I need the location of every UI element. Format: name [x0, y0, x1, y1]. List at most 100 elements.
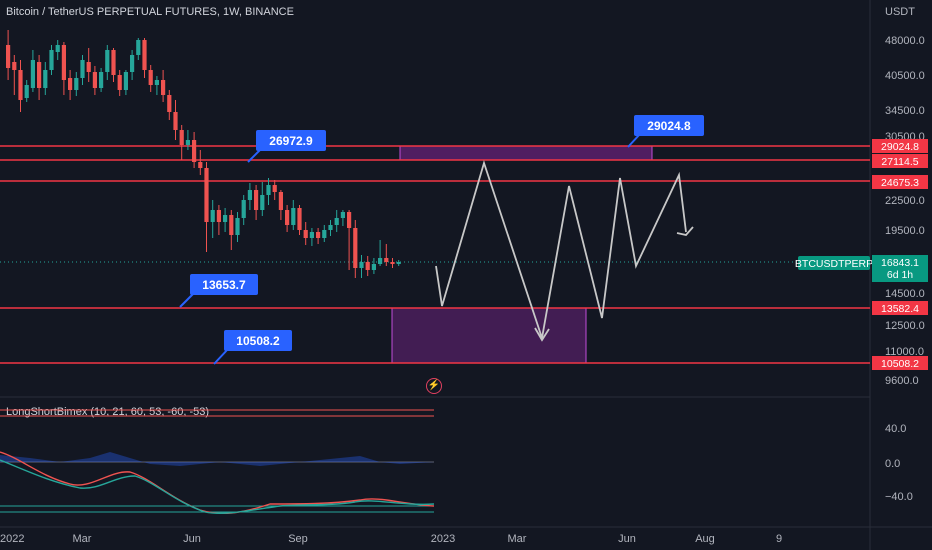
candle-body — [154, 80, 159, 85]
svg-text:16843.1: 16843.1 — [881, 257, 919, 269]
candle-body — [347, 212, 352, 228]
candle-body — [285, 210, 290, 225]
candle-body — [204, 168, 209, 222]
candle-body — [192, 140, 197, 162]
callout-13653[interactable]: 13653.7 — [179, 274, 258, 308]
candle-body — [223, 215, 228, 222]
price-tick: 19500.0 — [885, 225, 925, 237]
candle-body — [68, 78, 73, 90]
current-price-tag: 16843.1 6d 1h — [872, 255, 928, 282]
candle-body — [49, 50, 54, 70]
candle-body — [378, 258, 383, 264]
time-label: 2022 — [0, 533, 24, 545]
projection-path — [435, 159, 687, 339]
svg-text:29024.8: 29024.8 — [881, 141, 919, 153]
callout-label: 29024.8 — [647, 119, 691, 133]
supply-zone — [399, 145, 653, 161]
candle-body — [86, 62, 91, 72]
candle-body — [37, 62, 42, 88]
current-symbol-tag: BTCUSDTPERP — [795, 256, 873, 270]
price-tick: 22500.0 — [885, 195, 925, 207]
callout-label: 10508.2 — [236, 334, 280, 348]
level-tag: 24675.3 — [872, 175, 928, 189]
candle-body — [254, 190, 259, 210]
svg-text:BTCUSDTPERP: BTCUSDTPERP — [795, 258, 873, 270]
candle-body — [272, 185, 277, 192]
candle-body — [24, 85, 29, 98]
level-tag: 27114.5 — [872, 154, 928, 168]
candle-body — [359, 262, 364, 268]
chart-title: Bitcoin / TetherUS PERPETUAL FUTURES, 1W… — [6, 6, 294, 18]
time-label: Aug — [695, 533, 715, 545]
candle-body — [216, 210, 221, 222]
level-tag: 10508.2 — [872, 356, 928, 370]
candle-body — [229, 215, 234, 235]
candle-body — [396, 262, 401, 264]
arrow-head — [534, 327, 550, 342]
candle-body — [185, 140, 190, 145]
svg-text:24675.3: 24675.3 — [881, 177, 919, 189]
svg-text:10508.2: 10508.2 — [881, 358, 919, 370]
price-tick: 14500.0 — [885, 288, 925, 300]
candle-body — [365, 262, 370, 270]
callout-label: 26972.9 — [269, 134, 313, 148]
price-axis[interactable]: 48000.0 40500.0 34500.0 30500.0 22500.0 … — [885, 35, 925, 387]
candle-body — [390, 262, 395, 264]
time-axis[interactable]: 2022 Mar Jun Sep 2023 Mar Jun Aug 9 — [0, 533, 782, 545]
candle-body — [161, 80, 166, 95]
svg-text:27114.5: 27114.5 — [881, 156, 918, 168]
svg-text:13582.4: 13582.4 — [881, 303, 919, 315]
candle-body — [117, 75, 122, 90]
candle-body — [148, 70, 153, 85]
candle-body — [43, 70, 48, 88]
time-label: 9 — [776, 533, 782, 545]
callout-10508[interactable]: 10508.2 — [213, 330, 292, 365]
callout-29024[interactable]: 29024.8 — [627, 115, 704, 148]
candle-body — [353, 228, 358, 268]
candle-body — [167, 95, 172, 112]
candle-body — [92, 72, 97, 88]
candle-body — [247, 190, 252, 200]
currency-label: USDT — [885, 6, 915, 18]
candle-body — [291, 208, 296, 225]
price-tick: 9600.0 — [885, 375, 919, 387]
candle-body — [316, 232, 321, 238]
price-tick: 34500.0 — [885, 105, 925, 117]
candle-body — [235, 218, 240, 235]
candle-body — [297, 208, 302, 230]
time-label: 2023 — [431, 533, 455, 545]
level-tag: 29024.8 — [872, 139, 928, 153]
candle-body — [303, 230, 308, 238]
candle-body — [30, 60, 35, 88]
candle-body — [111, 50, 116, 75]
svg-text:6d 1h: 6d 1h — [887, 269, 913, 281]
candle-body — [384, 258, 389, 262]
time-label: Mar — [73, 533, 92, 545]
indicator-tick: −40.0 — [885, 491, 913, 503]
price-tick: 40500.0 — [885, 70, 925, 82]
candle-body — [123, 72, 128, 90]
candle-body — [80, 60, 85, 78]
candle-body — [12, 62, 17, 70]
lightning-icon[interactable]: ⚡ — [426, 378, 442, 394]
time-label: Mar — [508, 533, 527, 545]
candle-body — [260, 195, 265, 210]
candle-body — [6, 45, 11, 68]
candle-body — [61, 45, 66, 80]
candle-body — [371, 264, 376, 270]
indicator-tick: 0.0 — [885, 458, 900, 470]
candle-body — [334, 218, 339, 225]
candle-body — [74, 78, 79, 90]
candle-body — [130, 55, 135, 72]
time-label: Jun — [618, 533, 636, 545]
candle-body — [210, 210, 215, 222]
candle-body — [173, 112, 178, 130]
arrow-head — [676, 226, 694, 236]
candlestick-series — [6, 30, 401, 278]
price-tick: 11000.0 — [885, 346, 924, 358]
candle-body — [278, 192, 283, 210]
level-tag: 13582.4 — [872, 301, 928, 315]
candle-body — [18, 70, 23, 100]
callout-26972[interactable]: 26972.9 — [247, 130, 326, 163]
